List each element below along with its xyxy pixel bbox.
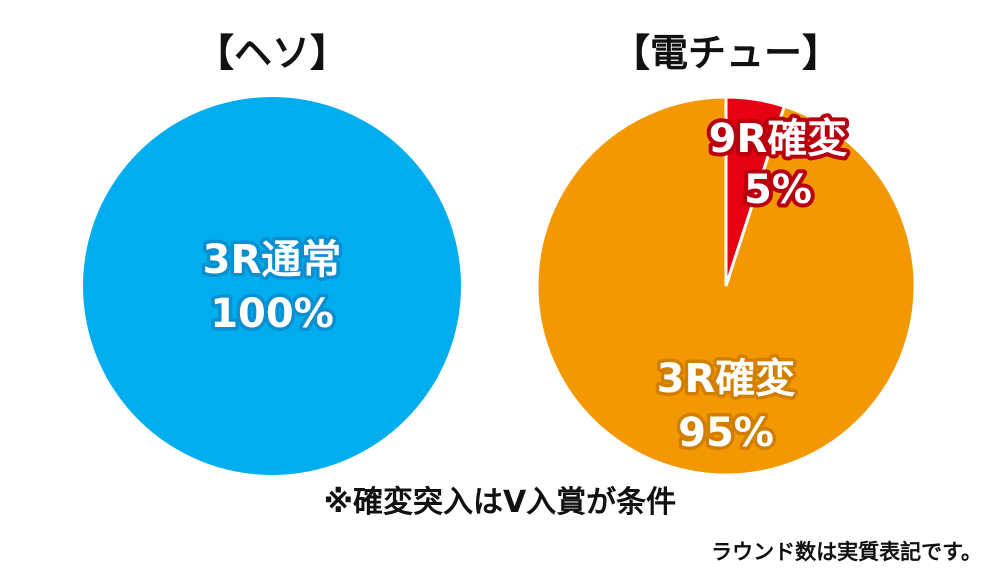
- heso-slice-name-label: 3R通常: [203, 237, 342, 283]
- heso-pie-slices: [83, 97, 461, 475]
- denchu-3r-value-label: 95%: [678, 410, 774, 456]
- denchu-9r-name-label: 9R確変: [709, 116, 848, 162]
- denchu-3r-name-label: 3R確変: [657, 356, 796, 402]
- denchu-pie-chart: 【電チュー】 9R確変 5% 3R確変 95%: [535, 31, 917, 477]
- heso-pie-chart: 【ヘソ】 3R通常 100%: [83, 31, 461, 475]
- heso-slice-label-3r-normal: 3R通常 100%: [199, 234, 345, 341]
- denchu-pie-slices: [535, 95, 917, 477]
- heso-chart-title: 【ヘソ】: [196, 31, 348, 75]
- heso-pie-slice-0-100: [83, 97, 461, 475]
- denchu-pie-slice-1-95: [535, 95, 917, 477]
- heso-slice-value-label: 100%: [210, 291, 334, 337]
- round-count-note: ラウンド数は実質表記です。: [711, 540, 982, 564]
- denchu-slice-label-9r-kakuhen: 9R確変 5%: [705, 112, 852, 217]
- kakuhen-condition-footnote: ※確変突入はV入賞が条件: [324, 485, 676, 520]
- denchu-9r-value-label: 5%: [744, 167, 812, 213]
- denchu-slice-label-3r-kakuhen: 3R確変 95%: [653, 353, 799, 460]
- denchu-chart-title: 【電チュー】: [612, 31, 840, 75]
